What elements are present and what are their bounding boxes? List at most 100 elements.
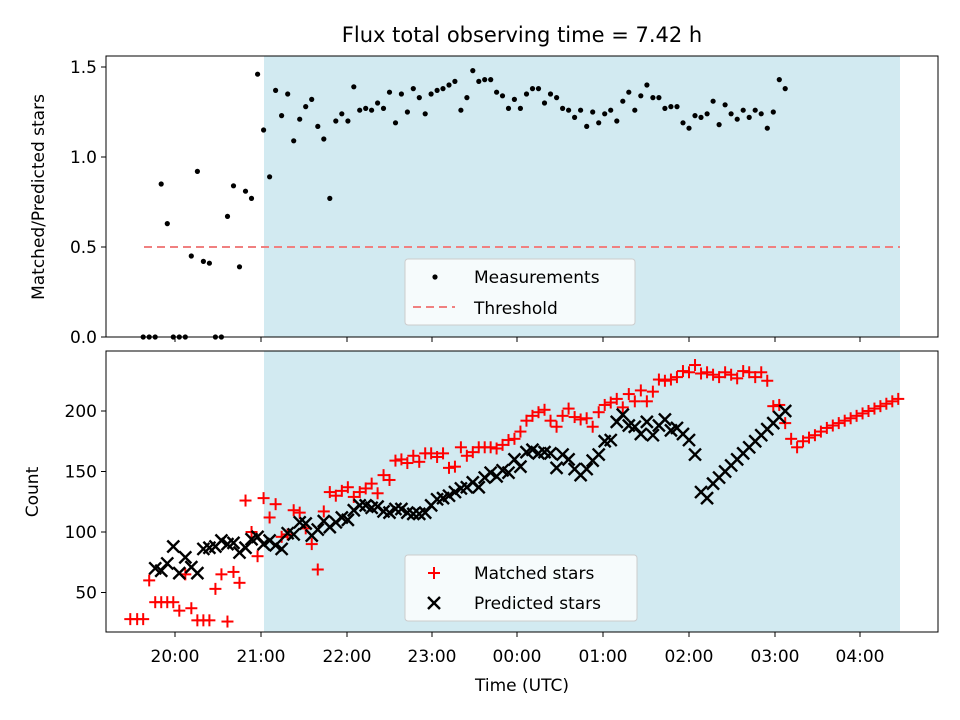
matched-point [779,417,792,430]
measurement-point [566,107,572,113]
bottom-ytick-label: 150 [65,463,97,483]
matched-point [791,441,804,454]
matched-point [251,550,264,563]
matched-point [502,434,515,447]
predicted-point [238,540,253,555]
matched-point [856,407,869,420]
predicted-point [286,527,301,542]
measurement-point [764,125,770,131]
matched-point [838,414,851,427]
predicted-point [160,556,175,571]
matched-point [664,373,677,386]
top-ylabel: Matched/Predicted stars [29,94,49,300]
matched-point [646,385,659,398]
measurement-point [523,91,530,97]
predicted-point [658,412,672,427]
measurement-point [386,89,393,95]
measurement-point [511,96,517,102]
matched-point [628,395,641,408]
measurement-point [291,138,297,144]
matched-point [719,366,732,379]
measurement-point [267,174,273,180]
matched-point [725,368,738,381]
matched-point [731,372,744,385]
matched-point [365,477,378,490]
predicted-point [543,446,558,461]
matched-point [293,506,306,519]
measurement-point [236,264,243,270]
matched-point [832,417,845,430]
measurement-point [782,86,788,92]
measurement-point [242,188,249,194]
x-axis-label: Time (UTC) [474,676,569,696]
measurement-point [728,111,734,117]
measurement-point [704,111,710,117]
predicted-point [172,566,187,580]
predicted-points [148,404,793,580]
matched-point [263,511,276,524]
measurement-point [357,107,363,113]
matched-point [586,420,599,433]
measurement-point [740,107,746,113]
matched-point [317,505,330,518]
matched-point [550,420,563,433]
predicted-point [603,433,618,447]
legend-threshold: Threshold [473,299,558,319]
predicted-point [178,550,193,565]
predicted-point [561,452,576,467]
measurement-point [614,118,620,124]
matched-point [484,441,497,454]
measurement-point [698,114,704,120]
measurement-point [392,120,399,126]
predicted-point [352,498,367,513]
matched-point [640,395,653,408]
measurement-point [572,114,578,120]
predicted-point [166,539,181,554]
measurement-point [327,195,333,201]
measurement-point [230,183,237,189]
matched-points [124,359,905,628]
measurement-point [255,71,261,77]
measurement-point [200,258,206,264]
matched-point [227,565,240,578]
measurement-point [224,213,231,219]
measurement-point [758,111,764,117]
measurement-point [398,91,404,97]
measurement-point [470,68,476,74]
matched-point [689,359,702,372]
matched-point [616,401,629,414]
bottom-xtick-label: 03:00 [751,647,800,667]
matched-point [287,504,300,517]
bottom-panel: 50 100 150 200 20:00 21:00 22:00 23:00 00:00 01:… [23,350,939,696]
matched-point [767,400,780,413]
matched-point [389,454,402,467]
matched-point [239,494,252,507]
matched-point [874,400,887,413]
matched-point [803,431,815,444]
predicted-point [615,407,630,422]
measurement-point [746,114,752,120]
measurement-point [608,107,614,113]
bottom-xtick-label: 23:00 [408,647,457,667]
measurement-point [656,95,662,101]
measurement-point [434,87,440,93]
matched-point [448,460,461,473]
measurement-point [279,113,285,119]
matched-point [443,461,455,474]
matched-point [371,487,384,500]
matched-point [514,425,527,438]
measurement-point [770,109,776,115]
measurement-point [273,87,279,93]
bottom-ytick-label: 100 [65,523,97,543]
measurement-point [416,95,422,101]
bottom-xtick-label: 00:00 [493,647,542,667]
matched-point [167,596,180,609]
measurement-point [188,253,194,259]
measurement-point [315,123,321,129]
measurement-point [620,98,626,104]
matched-point [850,409,863,422]
matched-point [383,473,396,486]
measurement-point [404,109,410,115]
top-panel: 0.0 0.5 1.0 1.5 Matched/Predicted stars Mea… [29,55,939,348]
measurement-point [261,127,267,133]
